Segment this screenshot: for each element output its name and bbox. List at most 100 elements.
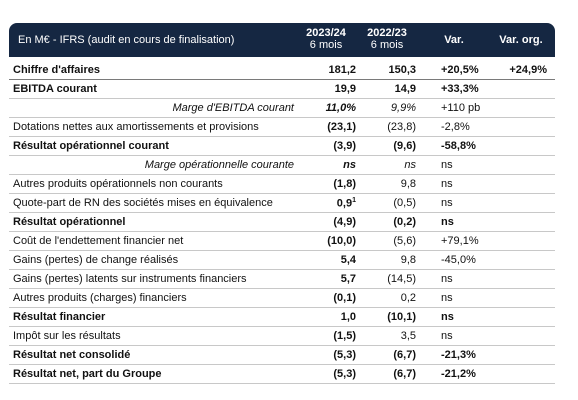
value-2023: (4,9) xyxy=(302,212,364,232)
row-label: Résultat financier xyxy=(9,307,302,327)
value-var: +79,1% xyxy=(422,231,489,251)
table-row: Gains (pertes) latents sur instruments f… xyxy=(9,269,555,289)
row-label: Marge d'EBITDA courant xyxy=(9,98,302,118)
table-row: Marge opérationnelle courante ns ns ns xyxy=(9,155,555,175)
value-2023: (5,3) xyxy=(302,364,364,384)
row-label: Résultat opérationnel xyxy=(9,212,302,232)
row-label: Gains (pertes) latents sur instruments f… xyxy=(9,269,302,289)
value-2022: (6,7) xyxy=(364,364,422,384)
value-2022: (0,2) xyxy=(364,212,422,232)
value-2022: 0,2 xyxy=(364,288,422,308)
table-row: Résultat net consolidé (5,3) (6,7) -21,3% xyxy=(9,345,555,365)
value-2022: (9,6) xyxy=(364,136,422,156)
value-var: ns xyxy=(422,155,489,175)
value-var: ns xyxy=(422,326,489,346)
value-var: -2,8% xyxy=(422,117,489,137)
value-2022: (14,5) xyxy=(364,269,422,289)
row-label: Dotations nettes aux amortissements et p… xyxy=(9,117,302,137)
value-2022: (10,1) xyxy=(364,307,422,327)
row-label: Résultat net consolidé xyxy=(9,345,302,365)
value-var-org xyxy=(489,250,555,270)
value-2023: (23,1) xyxy=(302,117,364,137)
header-col1-sub: 6 mois xyxy=(309,39,343,51)
value-var-org xyxy=(489,231,555,251)
table-row: Autres produits opérationnels non couran… xyxy=(9,174,555,194)
table-row: Résultat opérationnel (4,9) (0,2) ns xyxy=(9,212,555,232)
value-var-org xyxy=(489,307,555,327)
value-var-org xyxy=(489,155,555,175)
table-row: Marge d'EBITDA courant 11,0% 9,9% +110 pb xyxy=(9,98,555,118)
value-var: ns xyxy=(422,269,489,289)
table-row: Autres produits (charges) financiers (0,1… xyxy=(9,288,555,308)
value-2023: 19,9 xyxy=(302,79,364,99)
row-label: Chiffre d'affaires xyxy=(9,61,302,80)
value-2023: ns xyxy=(302,155,364,175)
value-2022: 14,9 xyxy=(364,79,422,99)
header-col1-year: 2023/24 xyxy=(306,27,346,39)
row-label: Coût de l'endettement financier net xyxy=(9,231,302,251)
value-2022: (0,5) xyxy=(364,193,422,213)
table-row: Impôt sur les résultats (1,5) 3,5 ns xyxy=(9,326,555,346)
value-var: ns xyxy=(422,174,489,194)
value-var-org xyxy=(489,212,555,232)
value-var: -21,2% xyxy=(422,364,489,384)
value-var: ns xyxy=(422,307,489,327)
header-col-2023: 2023/24 6 mois xyxy=(296,27,356,51)
value-2022: (6,7) xyxy=(364,345,422,365)
value-2023: (5,3) xyxy=(302,345,364,365)
row-label: EBITDA courant xyxy=(9,79,302,99)
table-header: En M€ - IFRS (audit en cours de finalisa… xyxy=(9,23,555,57)
value-var: -58,8% xyxy=(422,136,489,156)
row-label: Marge opérationnelle courante xyxy=(9,155,302,175)
value-var-org xyxy=(489,174,555,194)
value-2022: 9,8 xyxy=(364,174,422,194)
value-var: ns xyxy=(422,288,489,308)
row-label: Impôt sur les résultats xyxy=(9,326,302,346)
value-var-org xyxy=(489,98,555,118)
table-body: Chiffre d'affaires 181,2 150,3 +20,5% +24,9%… xyxy=(9,61,555,384)
row-label: Résultat net, part du Groupe xyxy=(9,364,302,384)
value-var: +20,5% xyxy=(422,61,489,80)
value-2023: 5,7 xyxy=(302,269,364,289)
value-var-org xyxy=(489,345,555,365)
value-var: -45,0% xyxy=(422,250,489,270)
value-var: ns xyxy=(422,212,489,232)
value-2023: 181,2 xyxy=(302,61,364,80)
table-row: EBITDA courant 19,9 14,9 +33,3% xyxy=(9,79,555,99)
value-2023: (1,8) xyxy=(302,174,364,194)
table-row: Dotations nettes aux amortissements et p… xyxy=(9,117,555,137)
value-var-org xyxy=(489,136,555,156)
header-col-var-org: Var. org. xyxy=(499,34,543,46)
value-2023: (3,9) xyxy=(302,136,364,156)
row-label: Autres produits (charges) financiers xyxy=(9,288,302,308)
table-row: Quote-part de RN des sociétés mises en é… xyxy=(9,193,555,213)
header-col2-sub: 6 mois xyxy=(370,39,404,51)
row-label: Gains (pertes) de change réalisés xyxy=(9,250,302,270)
table-row: Résultat financier 1,0 (10,1) ns xyxy=(9,307,555,327)
value-var-org xyxy=(489,326,555,346)
header-col-var: Var. xyxy=(444,34,464,46)
value-2022: 9,9% xyxy=(364,98,422,118)
value-var-org xyxy=(489,288,555,308)
header-col2-year: 2022/23 xyxy=(367,27,407,39)
value-var-org: +24,9% xyxy=(489,61,555,80)
value-var: +33,3% xyxy=(422,79,489,99)
value-2023: (0,1) xyxy=(302,288,364,308)
row-label: Quote-part de RN des sociétés mises en é… xyxy=(9,193,302,213)
value-2022: (5,6) xyxy=(364,231,422,251)
value-var-org xyxy=(489,117,555,137)
value-2022: 3,5 xyxy=(364,326,422,346)
financial-table: En M€ - IFRS (audit en cours de finalisa… xyxy=(9,23,555,384)
value-var: -21,3% xyxy=(422,345,489,365)
row-label: Autres produits opérationnels non couran… xyxy=(9,174,302,194)
table-row: Coût de l'endettement financier net (10,0… xyxy=(9,231,555,251)
value-2023: 11,0% xyxy=(302,98,364,118)
value-var: ns xyxy=(422,193,489,213)
header-col-2022: 2022/23 6 mois xyxy=(357,27,417,51)
table-row: Résultat opérationnel courant (3,9) (9,6) -… xyxy=(9,136,555,156)
table-row: Résultat net, part du Groupe (5,3) (6,7) -2… xyxy=(9,364,555,384)
value-var-org xyxy=(489,79,555,99)
table-row: Chiffre d'affaires 181,2 150,3 +20,5% +24,9% xyxy=(9,61,555,80)
value-2022: 150,3 xyxy=(364,61,422,80)
value-2023: (10,0) xyxy=(302,231,364,251)
